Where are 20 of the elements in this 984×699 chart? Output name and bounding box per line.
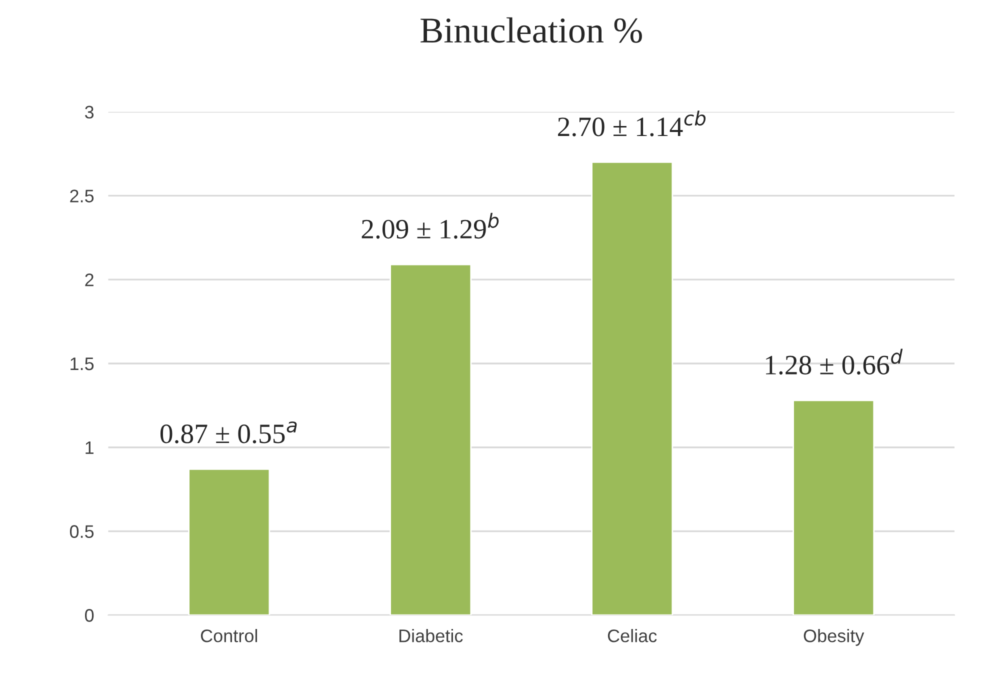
- bar: [792, 400, 875, 616]
- y-tick-label: 0: [85, 609, 94, 622]
- bar: [390, 264, 472, 616]
- x-tick-label: Celiac: [608, 629, 657, 642]
- bar: [188, 468, 270, 616]
- data-label: 1.28 ± 0.66$^{d}$: [766, 348, 903, 375]
- y-tick-label: 1.5: [70, 358, 94, 370]
- x-tick-label: Control: [200, 629, 258, 642]
- data-label: 0.87 ± 0.55$^{a}$: [160, 421, 297, 444]
- y-tick-label: 2: [85, 274, 94, 286]
- x-tick-label: Diabetic: [399, 629, 463, 642]
- y-tick-label: 3: [85, 106, 94, 119]
- x-tick-label: Obesity: [804, 629, 864, 646]
- y-tick-label: 0.5: [70, 525, 94, 538]
- y-tick-label: 1: [86, 441, 94, 454]
- data-label: 2.09 ± 1.29$^{b}$: [362, 212, 499, 239]
- y-tick-label: 2.5: [70, 190, 94, 202]
- data-label: 2.70 ± 1.14$^{cb}$: [558, 110, 706, 136]
- bar: [591, 161, 674, 616]
- chart-title: Binucleation %: [420, 17, 642, 43]
